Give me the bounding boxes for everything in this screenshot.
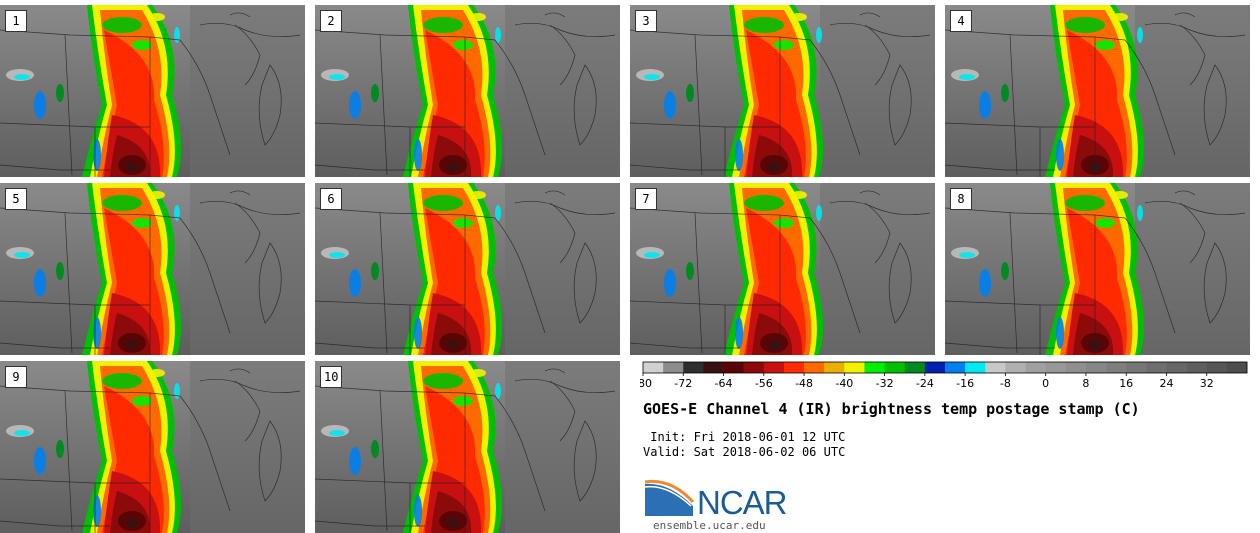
colorbar-tick-label: 24 [1159,377,1173,390]
ncar-logo-text: NCAR [697,484,788,521]
panel-number-label: 9 [5,366,27,388]
colorbar-segment [1226,362,1248,373]
colorbar-segment [985,362,1006,373]
panel-number-label: 2 [320,10,342,32]
map-panel: 3 [630,5,935,177]
colorbar-segment [1065,362,1087,373]
colorbar-tick-label: 0 [1042,377,1049,390]
colorbar-segment [723,362,744,373]
valid-time: Valid: Sat 2018-06-02 06 UTC [643,445,846,459]
colorbar-segment [1126,362,1147,373]
colorbar-tick-label: -80 [640,377,652,390]
colorbar-segment [904,362,926,373]
map-panel: 6 [315,183,620,355]
colorbar-segment [1005,362,1026,373]
colorbar-tick-label: 16 [1119,377,1133,390]
colorbar-tick-label: 8 [1082,377,1089,390]
map-panel: 1 [0,5,305,177]
panel-number-label: 10 [320,366,343,388]
colorbar-segment [1106,362,1127,373]
colorbar-tick-label: -8 [1000,377,1011,390]
map-panel: 9 [0,361,305,533]
panel-number-label: 1 [5,10,27,32]
colorbar-segment [663,362,684,373]
colorbar-segment [945,362,966,373]
colorbar-segment [844,362,865,373]
colorbar-segment [884,362,906,373]
colorbar-segment [1025,362,1046,373]
colorbar-segment [804,362,825,373]
map-panel: 2 [315,5,620,177]
colorbar-tick-label: -64 [715,377,733,390]
map-panel: 4 [945,5,1250,177]
colorbar-segment [1206,362,1228,373]
panel-number-label: 8 [950,188,972,210]
colorbar-segment [643,362,664,373]
colorbar-tick-label: -48 [795,377,813,390]
colorbar-segment [1186,362,1208,373]
panel-number-label: 6 [320,188,342,210]
colorbar-segment [683,362,704,373]
panel-number-label: 5 [5,188,27,210]
colorbar-tick-label: -32 [876,377,894,390]
colorbar-segment [703,362,724,373]
map-panel: 10 [315,361,620,533]
colorbar-segment [965,362,986,373]
plot-title: GOES-E Channel 4 (IR) brightness temp po… [643,400,1140,418]
colorbar-border [642,361,1248,374]
colorbar-segment [864,362,885,373]
colorbar-segment [824,362,845,373]
panel-number-label: 7 [635,188,657,210]
colorbar-segment [1166,362,1187,373]
colorbar-tick-label: -56 [755,377,773,390]
colorbar-tick-label: -16 [956,377,974,390]
colorbar-segment [1085,362,1107,373]
colorbar-tick-label: 32 [1200,377,1214,390]
init-time: Init: Fri 2018-06-01 12 UTC [643,430,846,444]
map-panel: 7 [630,183,935,355]
colorbar-segment [743,362,765,373]
panel-number-label: 4 [950,10,972,32]
colorbar-tick-label: -24 [916,377,934,390]
ncar-logo-icon [644,479,695,516]
colorbar-tick-label: -72 [674,377,692,390]
panel-number-label: 3 [635,10,657,32]
colorbar-tick-label: -40 [835,377,853,390]
site-url: ensemble.ucar.edu [653,519,766,532]
colorbar-segment [1045,362,1067,373]
colorbar-segment [924,362,946,373]
map-panel: 5 [0,183,305,355]
colorbar-segment [1146,362,1167,373]
map-panel: 8 [945,183,1250,355]
colorbar-segment [763,362,785,373]
colorbar-segment [783,362,805,373]
